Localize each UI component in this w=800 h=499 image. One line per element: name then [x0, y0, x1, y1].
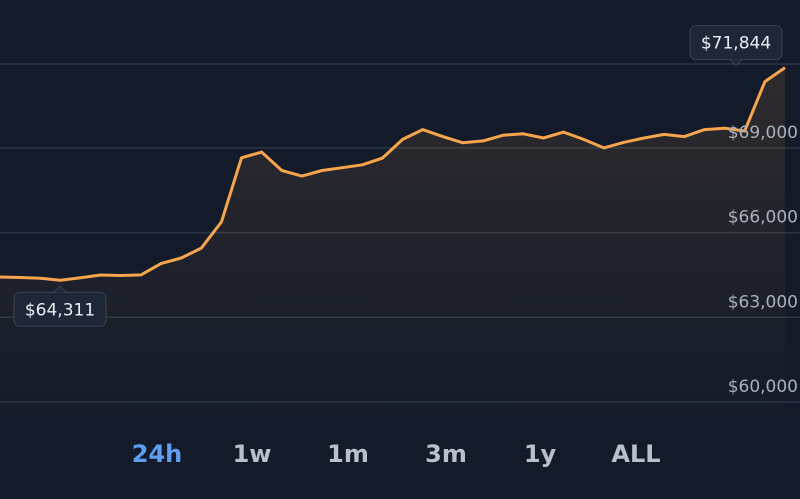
tooltip-text: $64,311: [25, 300, 95, 320]
y-tick-label: $69,000: [728, 123, 798, 143]
range-button[interactable]: 1y: [524, 440, 557, 468]
y-tick-label: $66,000: [728, 208, 798, 228]
range-button[interactable]: ALL: [611, 440, 660, 468]
tooltip-pointer: [53, 285, 67, 293]
range-button[interactable]: 3m: [425, 440, 467, 468]
range-button[interactable]: 24h: [132, 440, 182, 468]
range-button[interactable]: 1w: [233, 440, 272, 468]
price-line: [0, 66, 786, 282]
tooltip-pointer: [729, 59, 743, 67]
tooltip-text: $71,844: [701, 34, 771, 54]
y-tick-label: $60,000: [728, 377, 798, 397]
y-tick-label: $63,000: [728, 292, 798, 312]
area: [0, 67, 785, 422]
range-button[interactable]: 1m: [327, 440, 369, 468]
